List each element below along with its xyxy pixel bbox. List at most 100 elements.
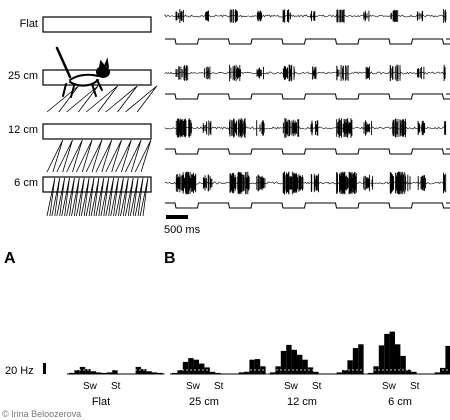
- histogram-bar: [313, 371, 319, 374]
- ladder-rung: [76, 177, 85, 217]
- step-cycle-trace: [165, 38, 450, 45]
- trace-baseline: [164, 13, 447, 18]
- ladder-rung: [100, 177, 110, 217]
- condition-label-12cm: 12 cm: [8, 124, 38, 136]
- histogram-condition-label: Flat: [92, 396, 110, 408]
- spike-burst: [443, 9, 447, 23]
- histogram-bar: [358, 344, 364, 374]
- spike-burst: [336, 118, 373, 138]
- histogram-bar: [336, 372, 342, 375]
- phase-label-swing: Sw: [382, 381, 397, 392]
- spike-burst: [175, 171, 213, 195]
- ladder-rung: [110, 177, 119, 217]
- spike-burst: [229, 9, 263, 23]
- ladder-rung: [134, 177, 144, 217]
- histogram-bar: [395, 344, 401, 374]
- histogram-bar: [373, 366, 379, 374]
- histogram-bar: [172, 372, 178, 374]
- spike-trace-row: [164, 118, 450, 155]
- histogram-bar: [244, 371, 250, 374]
- histogram-bar: [74, 370, 80, 374]
- ladder-rung: [120, 177, 129, 217]
- rate-scale-bar: [43, 363, 46, 374]
- spike-trace-row: [164, 171, 450, 209]
- spike-burst: [282, 118, 319, 138]
- phase-label-stance: St: [111, 381, 121, 392]
- histogram-bar: [182, 361, 189, 374]
- histogram-bar: [405, 369, 412, 374]
- step-cycle-trace: [165, 148, 450, 155]
- ladder-rung: [80, 177, 90, 217]
- histogram-condition-label: 12 cm: [287, 396, 317, 408]
- phase-label-stance: St: [312, 381, 322, 392]
- histogram-bar: [280, 350, 287, 374]
- ladder-rung: [115, 139, 132, 173]
- ladder-rung: [105, 139, 122, 173]
- histogram-bar: [347, 360, 353, 375]
- ladder-rung: [61, 177, 70, 217]
- histogram-bar: [342, 370, 348, 374]
- histogram-bar: [434, 372, 440, 375]
- histogram-bar: [275, 366, 281, 374]
- ladder-12cm: [46, 139, 152, 173]
- histogram-bar: [249, 359, 255, 374]
- histogram-bar: [85, 369, 91, 375]
- spike-burst: [336, 171, 374, 195]
- histogram-bar: [215, 372, 221, 374]
- histogram-bar: [177, 370, 183, 374]
- spike-trace-row: [164, 64, 450, 100]
- spike-burst: [175, 65, 211, 81]
- histogram-bar: [101, 372, 107, 374]
- histogram-bar: [146, 371, 152, 375]
- histogram-bar: [90, 371, 96, 375]
- ladder-rung: [85, 139, 103, 173]
- histogram-bar: [112, 370, 118, 374]
- spike-burst: [336, 65, 370, 81]
- image-credit: © Irina Beloozerova: [2, 409, 81, 419]
- ladder-rung: [51, 177, 61, 217]
- histogram-bar: [106, 372, 113, 375]
- histogram-condition-label: 25 cm: [189, 396, 219, 408]
- phase-label-stance: St: [214, 381, 224, 392]
- spike-burst: [390, 9, 424, 23]
- phase-label-swing: Sw: [83, 381, 98, 392]
- histogram-group: Sw St 25 cm: [170, 358, 268, 408]
- ladder-rung: [95, 177, 105, 217]
- histogram-bar: [193, 359, 199, 374]
- spike-burst: [282, 9, 316, 23]
- ladder-rung: [66, 85, 99, 113]
- spike-burst: [389, 64, 425, 82]
- panel-label-b: B: [164, 250, 176, 267]
- spike-burst: [336, 9, 370, 23]
- histogram-bar: [291, 349, 297, 374]
- spike-burst: [282, 171, 319, 195]
- ladder-rung: [56, 177, 65, 217]
- spike-burst: [175, 9, 209, 23]
- ladder-rung: [46, 177, 56, 217]
- histogram-bar: [400, 355, 406, 375]
- panel-label-a: A: [4, 250, 16, 267]
- histogram-bar: [389, 331, 395, 374]
- histogram-bar: [157, 372, 163, 374]
- histogram-group: Sw St 12 cm: [268, 344, 366, 408]
- histogram-bar: [209, 371, 216, 374]
- ladder-rung: [129, 177, 139, 217]
- ladder-rung: [46, 139, 64, 173]
- histogram-bar: [286, 344, 292, 375]
- spike-burst: [229, 171, 266, 195]
- histogram-bar: [445, 345, 450, 374]
- histogram-bar: [204, 367, 210, 374]
- walkway-box-flat: [42, 16, 152, 33]
- histogram-group: Sw St 6 cm: [366, 331, 450, 408]
- time-scale-bar: [166, 215, 188, 219]
- rate-scale-label: 20 Hz: [5, 365, 34, 377]
- time-scale-label: 500 ms: [164, 224, 201, 236]
- histogram-bar: [307, 367, 314, 374]
- ladder-rung: [125, 177, 134, 217]
- ladder-rung: [105, 85, 138, 113]
- spike-burst: [229, 118, 265, 138]
- histogram-bar: [384, 333, 390, 375]
- condition-label-flat: Flat: [20, 18, 38, 30]
